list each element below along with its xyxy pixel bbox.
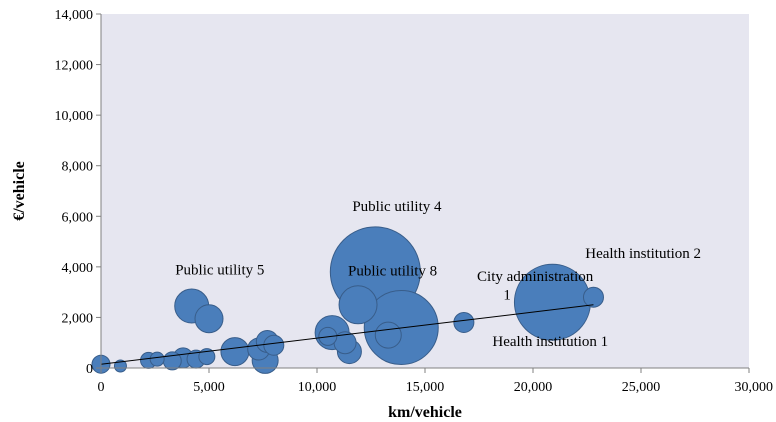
bubbles-layer xyxy=(91,226,604,374)
annotations-layer: Public utility 5 Public utility 4 Public u… xyxy=(175,199,701,350)
x-tick-label-0: 0 xyxy=(98,380,105,395)
x-tick-label-6: 30,000 xyxy=(735,380,774,395)
bubble-point-1 xyxy=(113,359,127,373)
annotation-label-1: Public utility 4 xyxy=(352,199,442,215)
x-tick-label-3: 15,000 xyxy=(406,380,445,395)
y-tick-label-0: 0 xyxy=(86,362,93,377)
x-ticks-layer: 0 5,000 10,000 15,000 20,000 25,000 30,000 xyxy=(98,368,774,395)
bubble-point-9 xyxy=(194,304,224,334)
bubble-point-3 xyxy=(149,351,165,367)
x-tick-label-5: 25,000 xyxy=(622,380,661,395)
annotation-label-3: City administration xyxy=(477,269,594,285)
y-tick-label-6: 12,000 xyxy=(55,59,94,74)
annotation-label-6: Health institution 1 xyxy=(492,334,608,350)
y-tick-label-1: 2,000 xyxy=(62,311,94,326)
bubble-point-19 xyxy=(338,285,378,325)
annotation-label-5: Health institution 2 xyxy=(585,246,701,262)
y-ticks-layer: 0 2,000 4,000 6,000 8,000 10,000 12,000 14,000 xyxy=(55,8,101,377)
trendline xyxy=(100,304,594,365)
annotation-label-0: Public utility 5 xyxy=(175,262,264,278)
y-tick-label-7: 14,000 xyxy=(55,8,94,23)
bubble-point-14 xyxy=(263,334,285,356)
y-tick-label-3: 6,000 xyxy=(62,210,94,225)
bubble-point-20 xyxy=(374,321,402,349)
x-tick-label-4: 20,000 xyxy=(514,380,553,395)
y-tick-label-4: 8,000 xyxy=(62,160,94,175)
x-tick-label-2: 10,000 xyxy=(298,380,337,395)
annotation-label-2: Public utility 8 xyxy=(348,264,437,280)
y-tick-label-2: 4,000 xyxy=(62,261,94,276)
annotation-label-4: 1 xyxy=(503,288,511,304)
bubble-point-25 xyxy=(582,286,604,308)
x-axis-title: km/vehicle xyxy=(388,404,462,421)
bubble-point-10 xyxy=(220,337,250,367)
y-tick-label-5: 10,000 xyxy=(55,109,94,124)
bubble-point-23 xyxy=(453,311,475,333)
x-tick-label-1: 5,000 xyxy=(193,380,225,395)
bubble-point-8 xyxy=(198,348,216,366)
y-axis-title: €/vehicle xyxy=(11,161,28,221)
